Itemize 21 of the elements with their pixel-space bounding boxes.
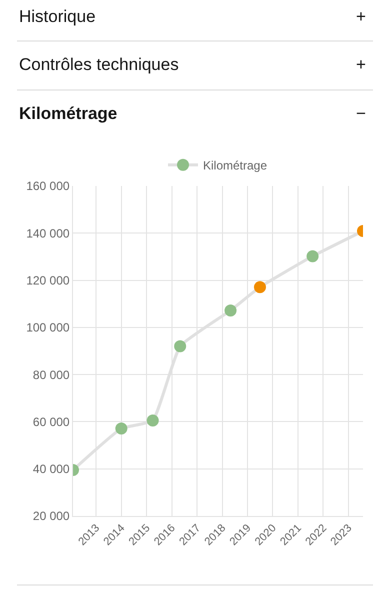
legend-label: Kilométrage [203,158,268,173]
point [146,414,159,427]
point [174,340,186,352]
point [306,250,319,262]
y-tick-label: 40 000 [32,462,70,476]
text: Historique [19,7,96,26]
y-tick-label: 80 000 [32,368,70,382]
point [224,304,237,316]
text: Contrôles techniques [19,55,179,74]
y-tick-label: 60 000 [32,414,70,429]
text: + [356,55,366,74]
text: − [356,104,366,123]
y-tick-label: 20 000 [32,509,70,524]
y-tick-label: 140 000 [26,226,70,240]
y-tick-label: 160 000 [26,179,70,194]
y-tick-label: 100 000 [26,320,70,335]
text: + [356,7,366,26]
point [254,281,266,294]
text: Kilométrage [19,104,118,123]
y-tick-label: 120 000 [26,273,70,288]
point [115,422,128,435]
